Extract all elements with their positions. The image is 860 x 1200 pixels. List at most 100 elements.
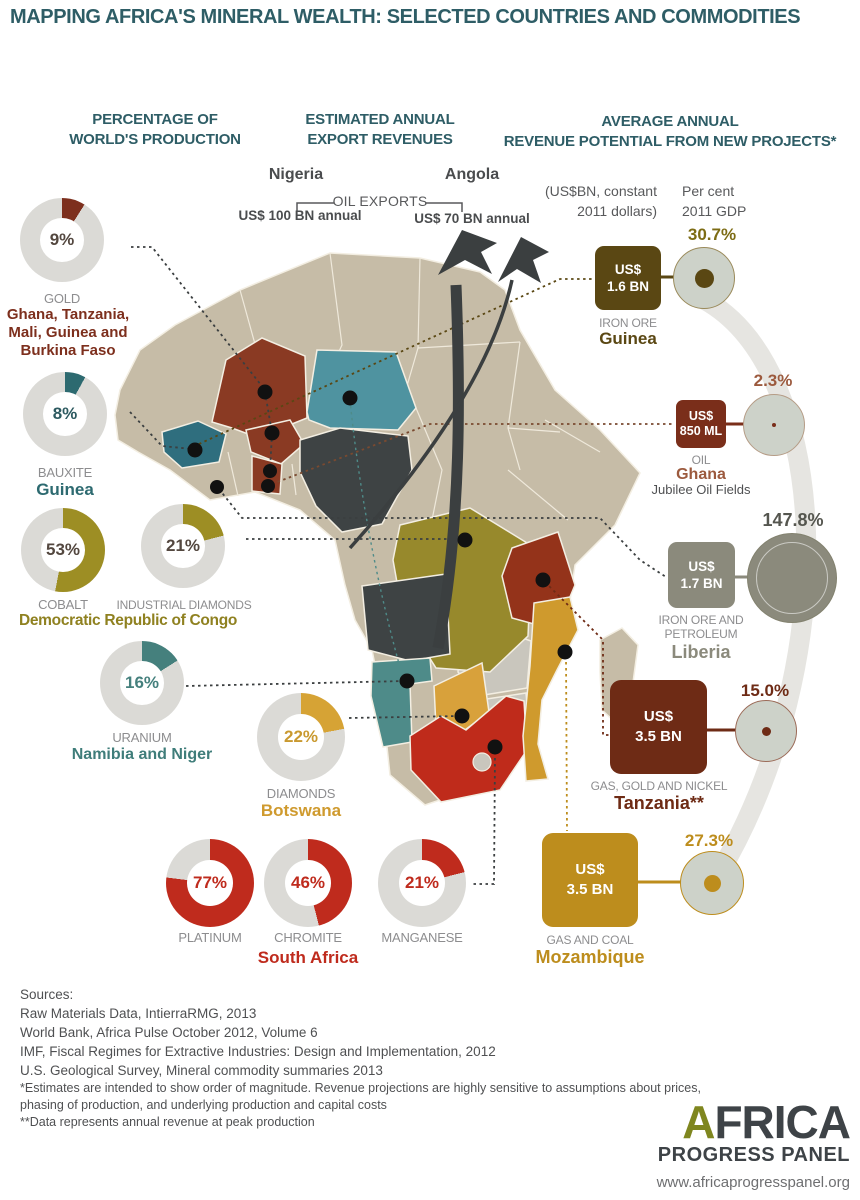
donut-diamonds: 22% bbox=[257, 693, 345, 781]
project-note-ghana: Jubilee Oil Fields bbox=[651, 482, 751, 497]
project-commodity-guinea: IRON ORE bbox=[599, 316, 657, 330]
oil-exports-bracket bbox=[296, 202, 463, 212]
project-connectors bbox=[638, 275, 750, 884]
bauxite-label: BAUXITE bbox=[37, 465, 93, 480]
uranium-label: URANIUM bbox=[112, 730, 172, 745]
donut-platinum-value: 77% bbox=[192, 873, 228, 892]
africa-progress-panel-logo: AFRICA PROGRESS PANEL www.africaprogress… bbox=[500, 1096, 851, 1191]
donut-cobalt-value: 53% bbox=[45, 540, 81, 559]
project-commodity-ghana: OIL bbox=[691, 453, 711, 467]
gold-countries: Ghana, Tanzania, Mali, Guinea and Burkin… bbox=[6, 306, 130, 359]
project-commodity-liberia-1: IRON ORE AND bbox=[658, 613, 744, 627]
logo-url: www.africaprogresspanel.org bbox=[656, 1174, 850, 1191]
angola-label: Angola bbox=[444, 166, 500, 183]
footnote-line: phasing of production, and underlying pr… bbox=[20, 1098, 387, 1112]
source-line: U.S. Geological Survey, Mineral commodit… bbox=[20, 1063, 383, 1078]
project-box-ghana: US$ 850 ML bbox=[676, 400, 726, 448]
industrial-diamonds-label: INDUSTRIAL DIAMONDS bbox=[116, 598, 252, 612]
donut-bauxite: 8% bbox=[23, 372, 107, 456]
donut-uranium-value: 16% bbox=[124, 673, 160, 692]
gdp-circle-tanzania bbox=[735, 700, 797, 762]
sources-label: Sources: bbox=[20, 987, 74, 1002]
source-line: IMF, Fiscal Regimes for Extractive Indus… bbox=[20, 1044, 496, 1059]
project-commodity-mozambique: GAS AND COAL bbox=[546, 933, 634, 947]
cobalt-label: COBALT bbox=[38, 597, 88, 612]
project-box-tanzania: US$ 3.5 BN bbox=[610, 680, 707, 774]
nigeria-arrow-tail bbox=[348, 279, 514, 550]
projects-gdp-note: Per cent 2011 GDP bbox=[682, 183, 747, 219]
gdp-dot-mozambique bbox=[703, 874, 721, 892]
angola-arrow-tail bbox=[432, 284, 464, 650]
gdp-circle-liberia bbox=[747, 533, 837, 623]
gdp-pct-ghana: 2.3% bbox=[753, 371, 793, 390]
footnote-line: **Data represents annual revenue at peak… bbox=[20, 1115, 315, 1129]
donut-diamonds-value: 22% bbox=[283, 727, 319, 746]
gold-label: GOLD bbox=[43, 291, 81, 306]
project-country-mozambique: Mozambique bbox=[535, 947, 645, 967]
project-commodity-liberia-2: PETROLEUM bbox=[664, 627, 738, 641]
south-africa-label: South Africa bbox=[257, 948, 359, 967]
project-box-guinea: US$ 1.6 BN bbox=[595, 246, 661, 310]
donut-gold-value: 9% bbox=[49, 230, 75, 249]
bauxite-country: Guinea bbox=[36, 480, 94, 499]
donut-cobalt: 53% bbox=[21, 508, 105, 592]
gdp-swoosh-band bbox=[699, 291, 817, 881]
column-header-exports: ESTIMATED ANNUAL EXPORT REVENUES bbox=[305, 111, 455, 148]
nigeria-label: Nigeria bbox=[268, 166, 324, 183]
gdp-pct-tanzania: 15.0% bbox=[740, 681, 790, 700]
dotted-connectors bbox=[129, 246, 674, 885]
gdp-circle-mozambique bbox=[680, 851, 744, 915]
map-country-lesotho bbox=[472, 752, 492, 772]
projects-units-note: (US$BN, constant 2011 dollars) bbox=[544, 183, 657, 219]
gdp-dot-ghana bbox=[772, 423, 776, 427]
oil-exports-label: OIL EXPORTS bbox=[332, 193, 428, 209]
page-title: MAPPING AFRICA'S MINERAL WEALTH: SELECTE… bbox=[10, 6, 801, 28]
map-country-mali bbox=[211, 337, 308, 435]
drc-label: Democratic Republic of Congo bbox=[18, 612, 238, 629]
map-country-niger bbox=[306, 349, 417, 431]
footnote-line: *Estimates are intended to show order of… bbox=[20, 1081, 701, 1095]
map-country-angola bbox=[361, 573, 451, 662]
donut-manganese-value: 21% bbox=[404, 873, 440, 892]
sources-block: Sources: Raw Materials Data, IntierraRMG… bbox=[20, 985, 800, 1131]
gdp-dot-tanzania bbox=[761, 726, 771, 736]
project-country-tanzania: Tanzania** bbox=[614, 793, 704, 813]
donut-manganese: 21% bbox=[378, 839, 466, 927]
source-line: World Bank, Africa Pulse October 2012, V… bbox=[20, 1025, 318, 1040]
project-commodity-tanzania: GAS, GOLD AND NICKEL bbox=[590, 779, 728, 793]
donut-platinum: 77% bbox=[166, 839, 254, 927]
project-box-liberia: US$ 1.7 BN bbox=[668, 542, 735, 608]
donut-gold: 9% bbox=[20, 198, 104, 282]
mineral-site-dots bbox=[187, 384, 573, 755]
project-country-liberia: Liberia bbox=[671, 642, 731, 662]
gdp-pct-guinea: 30.7% bbox=[687, 225, 737, 244]
chromite-label: CHROMITE bbox=[274, 930, 342, 945]
gdp-circle-ghana bbox=[743, 394, 805, 456]
gdp-circle-guinea bbox=[673, 247, 735, 309]
donut-uranium: 16% bbox=[100, 641, 184, 725]
manganese-label: MANGANESE bbox=[381, 930, 463, 945]
logo-subtitle: PROGRESS PANEL bbox=[657, 1144, 850, 1166]
donut-bauxite-value: 8% bbox=[52, 404, 78, 423]
project-country-ghana: Ghana bbox=[676, 466, 726, 483]
donut-chromite-value: 46% bbox=[290, 873, 326, 892]
logo-wordmark: AFRICA bbox=[682, 1096, 851, 1148]
angola-arrowhead-icon bbox=[438, 230, 497, 275]
nigeria-arrowhead-icon bbox=[498, 237, 549, 283]
project-box-mozambique: US$ 3.5 BN bbox=[542, 833, 638, 927]
oil-export-arrows bbox=[348, 230, 549, 650]
platinum-label: PLATINUM bbox=[178, 930, 242, 945]
gdp-pct-liberia: 147.8% bbox=[762, 510, 824, 530]
diamonds-country: Botswana bbox=[260, 801, 342, 820]
map-country-burkina-faso bbox=[245, 419, 305, 465]
map-country-mozambique bbox=[522, 596, 579, 782]
column-header-production: PERCENTAGE OF WORLD'S PRODUCTION bbox=[69, 111, 241, 148]
angola-export-value: US$ 70 BN annual bbox=[414, 211, 530, 226]
gdp-dot-guinea bbox=[694, 268, 714, 288]
donut-industrial-diamonds: 21% bbox=[141, 504, 225, 588]
diamonds-label: DIAMONDS bbox=[266, 786, 336, 801]
map-country-namibia bbox=[370, 657, 433, 748]
source-line: Raw Materials Data, IntierraRMG, 2013 bbox=[20, 1006, 257, 1021]
gdp-pct-mozambique: 27.3% bbox=[684, 831, 734, 850]
uranium-countries: Namibia and Niger bbox=[71, 746, 213, 763]
